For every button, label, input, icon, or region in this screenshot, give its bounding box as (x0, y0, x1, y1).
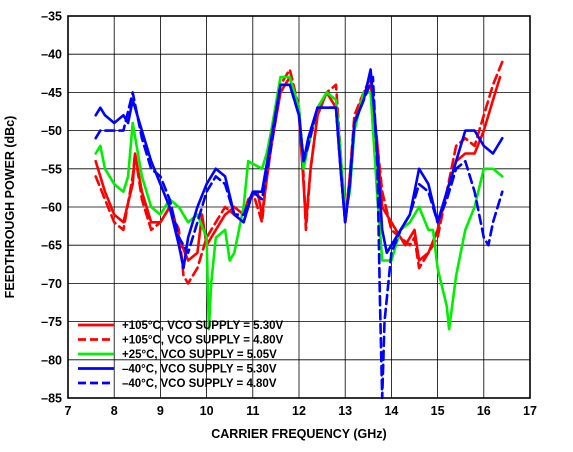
x-tick-label: 9 (157, 404, 164, 418)
x-tick-label: 16 (477, 404, 491, 418)
y-tick-label: –45 (41, 86, 62, 100)
y-tick-label: –55 (41, 162, 62, 176)
x-tick-label: 7 (65, 404, 72, 418)
x-tick-label: 15 (431, 404, 445, 418)
x-tick-label: 17 (523, 404, 537, 418)
y-axis-label: FEEDTHROUGH POWER (dBc) (3, 116, 17, 299)
x-tick-label: 14 (384, 404, 398, 418)
y-tick-label: –65 (41, 239, 62, 253)
x-tick-label: 12 (292, 404, 306, 418)
legend-label-0: +105°C, VCO SUPPLY = 5.30V (122, 320, 284, 332)
series-line-1 (94, 60, 504, 285)
series-line-4 (94, 75, 504, 400)
legend: +105°C, VCO SUPPLY = 5.30V +105°C, VCO SU… (78, 320, 284, 390)
legend-label-2: +25°C, VCO SUPPLY = 5.05V (122, 349, 277, 361)
x-tick-label: 13 (338, 404, 352, 418)
legend-label-1: +105°C, VCO SUPPLY = 4.80V (122, 335, 284, 347)
y-tick-label: –35 (41, 10, 62, 24)
y-tick-label: –60 (41, 201, 62, 215)
y-tick-label: –85 (41, 392, 62, 406)
y-tick-label: –50 (41, 124, 62, 138)
series-line-2 (94, 75, 504, 331)
series-layer (94, 60, 504, 400)
x-axis-label: CARRIER FREQUENCY (GHz) (211, 427, 386, 441)
y-tick-label: –40 (41, 48, 62, 62)
x-tick-label: 11 (246, 404, 259, 418)
tick-labels: 7 8 9 10 11 12 13 14 15 16 17 –35 –40 –45 –50 –55 –60 –65… (41, 10, 537, 419)
x-tick-label: 10 (200, 404, 214, 418)
legend-label-4: –40°C, VCO SUPPLY = 4.80V (122, 378, 277, 390)
legend-label-3: –40°C, VCO SUPPLY = 5.30V (122, 364, 277, 376)
y-tick-label: –80 (41, 353, 62, 367)
y-tick-label: –75 (41, 315, 62, 329)
x-tick-label: 8 (111, 404, 118, 418)
y-tick-label: –70 (41, 277, 62, 291)
plot-frame (67, 15, 531, 399)
